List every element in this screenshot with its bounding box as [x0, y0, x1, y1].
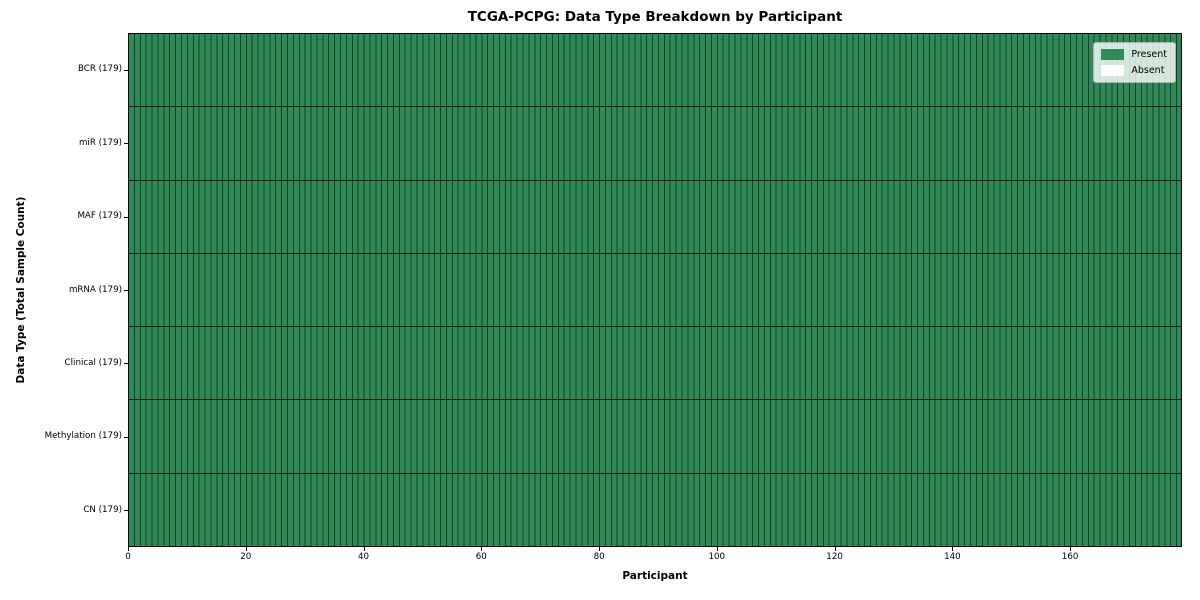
y-tick-mark	[124, 217, 128, 218]
x-tick-mark	[245, 547, 247, 551]
legend-item-absent: Absent	[1101, 65, 1167, 76]
x-tick-label: 40	[357, 552, 370, 562]
y-tick-label: mRNA (179)	[68, 284, 122, 295]
y-tick-mark	[124, 70, 128, 71]
y-tick-mark	[124, 510, 128, 511]
absent-swatch	[1101, 65, 1125, 76]
x-tick-mark	[128, 547, 129, 551]
x-tick-mark	[599, 547, 601, 551]
x-tick-label: 120	[826, 552, 843, 562]
x-tick-label: 160	[1061, 552, 1079, 562]
y-tick-label: MAF (179)	[77, 211, 122, 222]
y-tick-mark	[124, 363, 128, 364]
x-tick-label: 140	[944, 552, 961, 562]
x-axis-label: Participant	[622, 570, 688, 582]
heatmap-row	[129, 106, 1181, 180]
x-tick-label: 60	[475, 552, 487, 562]
x-tick-mark	[363, 547, 365, 551]
heatmap-row	[129, 34, 1181, 107]
legend-label-present: Present	[1131, 48, 1167, 60]
y-tick-mark	[124, 437, 128, 438]
y-tick-label: Clinical (179)	[64, 357, 122, 368]
heatmap-row	[129, 326, 1181, 400]
heatmap-row	[129, 179, 1181, 253]
y-tick-mark	[124, 143, 128, 144]
x-tick-label: 100	[708, 552, 726, 562]
heatmap-row	[129, 252, 1181, 327]
y-axis-label: Data Type (Total Sample Count)	[15, 196, 27, 384]
heatmap-row	[129, 472, 1181, 546]
x-tick-mark	[716, 547, 718, 551]
y-tick-label: Methylation (179)	[44, 431, 122, 442]
legend: Present Absent	[1093, 42, 1176, 83]
chart-title: TCGA-PCPG: Data Type Breakdown by Partic…	[467, 9, 843, 25]
legend-item-present: Present	[1101, 49, 1167, 60]
x-tick-label: 80	[593, 552, 605, 562]
heatmap-row	[129, 399, 1181, 473]
x-tick-label: 20	[240, 552, 252, 562]
y-tick-mark	[124, 290, 128, 291]
heatmap-grid	[129, 34, 1181, 546]
x-tick-mark	[481, 547, 483, 551]
x-tick-mark	[834, 547, 836, 551]
x-tick-mark	[952, 547, 954, 551]
legend-label-absent: Absent	[1131, 64, 1165, 76]
x-tick-label: 0	[125, 552, 131, 562]
present-swatch	[1101, 49, 1125, 60]
y-tick-label: miR (179)	[78, 137, 122, 148]
y-tick-label: BCR (179)	[77, 64, 122, 75]
plot-area: Present Absent	[128, 33, 1182, 547]
y-tick-label: CN (179)	[83, 504, 122, 515]
x-tick-mark	[1070, 547, 1072, 551]
